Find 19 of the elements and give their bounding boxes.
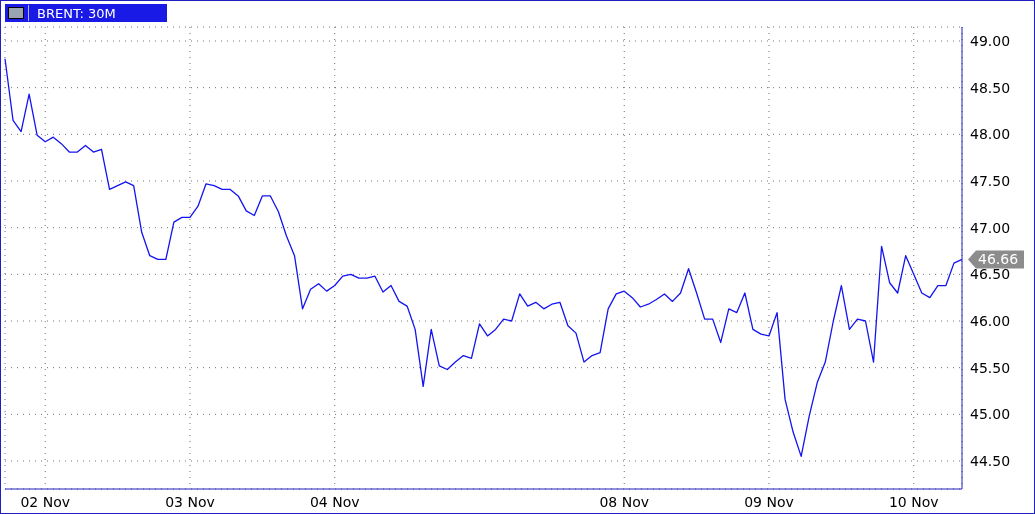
- x-tick-label: 04 Nov: [309, 493, 360, 510]
- y-tick-label: 49.00: [970, 32, 1011, 49]
- y-tick-label: 45.50: [970, 359, 1011, 376]
- x-tick-label: 03 Nov: [165, 493, 215, 510]
- chart-title: BRENT: 30M: [37, 5, 116, 21]
- x-tick-label: 09 Nov: [744, 493, 794, 510]
- x-tick-label: 02 Nov: [20, 493, 71, 510]
- text: 46.66: [978, 251, 1019, 268]
- y-tick-label: 48.00: [970, 126, 1011, 143]
- y-tick-label: 46.50: [970, 266, 1011, 283]
- x-tick-label: 10 Nov: [888, 493, 939, 510]
- y-tick-label: 46.00: [970, 312, 1011, 329]
- y-tick-label: 47.00: [970, 219, 1011, 236]
- y-tick-label: 48.50: [970, 79, 1011, 96]
- line-series: [4, 58, 963, 457]
- x-tick-label: 08 Nov: [599, 493, 650, 510]
- y-tick-label: 44.50: [970, 452, 1011, 469]
- y-tick-label: 47.50: [970, 172, 1011, 189]
- y-tick-label: 45.00: [970, 406, 1011, 423]
